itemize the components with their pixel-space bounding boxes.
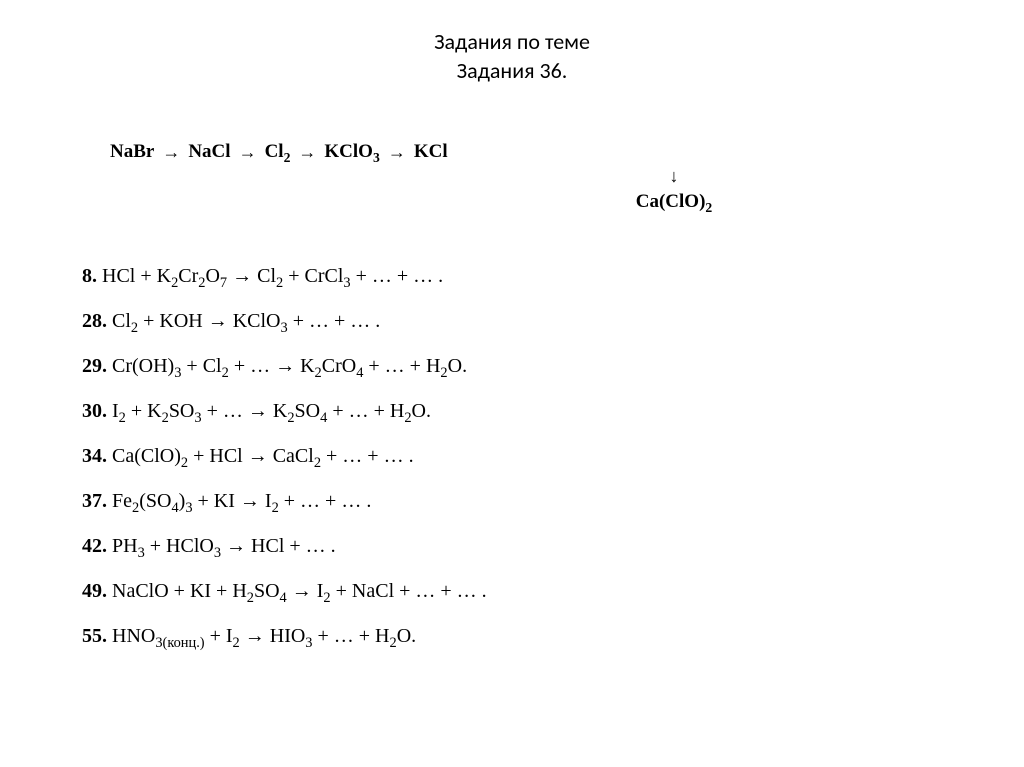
chain-branch: ↓ Ca(ClO)2	[324, 163, 1024, 213]
equation-number: 8.	[82, 265, 102, 287]
chain-term-5: KCl	[414, 141, 448, 163]
chain-term-4-sub: 3	[373, 150, 380, 165]
reaction-chain: NaBr → NaCl → Cl2 → KClO3 → KCl ↓ Ca(ClO…	[110, 141, 1024, 213]
chain-term-4-base: KClO	[324, 141, 373, 162]
title-line-2: Задания 36.	[0, 57, 1024, 86]
equation-number: 29.	[82, 355, 112, 377]
chain-branch-base: Ca(ClO)	[636, 191, 706, 212]
arrow-right-icon: →	[231, 142, 265, 163]
equation-list: 8. HCl + K2Cr2O7 → Cl2 + CrCl3 + … + … .…	[82, 265, 1024, 648]
equation-body: PH3 + HClO3 → HCl + … .	[112, 535, 336, 557]
equation-number: 42.	[82, 535, 112, 557]
page: Задания по теме Задания 36. NaBr → NaCl …	[0, 0, 1024, 767]
equation-body: HNO3(конц.) + I2 → HIO3 + … + H2O.	[112, 625, 416, 647]
chain-term-3: Cl2	[265, 141, 291, 163]
title-line-1: Задания по теме	[0, 28, 1024, 57]
chain-branch-sub: 2	[705, 200, 712, 215]
title-block: Задания по теме Задания 36.	[0, 28, 1024, 85]
equation-item: 49. NaClO + KI + H2SO4 → I2 + NaCl + … +…	[82, 580, 1024, 603]
chain-term-4: KClO3	[324, 141, 379, 163]
arrow-right-icon: →	[380, 142, 414, 163]
chain-term-3-base: Cl	[265, 141, 284, 162]
equation-number: 37.	[82, 490, 112, 512]
arrow-down-icon: ↓	[670, 167, 679, 185]
arrow-right-icon: →	[290, 142, 324, 163]
equation-body: Cl2 + KOH → KClO3 + … + … .	[112, 310, 380, 332]
equation-item: 30. I2 + K2SO3 + … → K2SO4 + … + H2O.	[82, 400, 1024, 423]
equation-body: I2 + K2SO3 + … → K2SO4 + … + H2O.	[112, 400, 431, 422]
equation-item: 55. HNO3(конц.) + I2 → HIO3 + … + H2O.	[82, 625, 1024, 648]
equation-item: 8. HCl + K2Cr2O7 → Cl2 + CrCl3 + … + … .	[82, 265, 1024, 288]
chain-term-1: NaBr	[110, 141, 154, 163]
equation-item: 42. PH3 + HClO3 → HCl + … .	[82, 535, 1024, 558]
equation-item: 29. Cr(OH)3 + Cl2 + … → K2CrO4 + … + H2O…	[82, 355, 1024, 378]
equation-item: 28. Cl2 + KOH → KClO3 + … + … .	[82, 310, 1024, 333]
equation-body: Cr(OH)3 + Cl2 + … → K2CrO4 + … + H2O.	[112, 355, 467, 377]
equation-item: 34. Ca(ClO)2 + HCl → CaCl2 + … + … .	[82, 445, 1024, 468]
equation-number: 49.	[82, 580, 112, 602]
equation-body: Ca(ClO)2 + HCl → CaCl2 + … + … .	[112, 445, 414, 467]
equation-number: 34.	[82, 445, 112, 467]
equation-body: HCl + K2Cr2O7 → Cl2 + CrCl3 + … + … .	[102, 265, 443, 287]
chain-term-3-sub: 2	[284, 150, 291, 165]
equation-number: 28.	[82, 310, 112, 332]
equation-body: NaClO + KI + H2SO4 → I2 + NaCl + … + … .	[112, 580, 487, 602]
equation-number: 55.	[82, 625, 112, 647]
chain-term-2: NaCl	[188, 141, 230, 163]
equation-number: 30.	[82, 400, 112, 422]
equation-body: Fe2(SO4)3 + KI → I2 + … + … .	[112, 490, 371, 512]
chain-branch-term: Ca(ClO)2	[636, 191, 713, 213]
chain-row: NaBr → NaCl → Cl2 → KClO3 → KCl	[110, 141, 1024, 163]
equation-item: 37. Fe2(SO4)3 + KI → I2 + … + … .	[82, 490, 1024, 513]
arrow-right-icon: →	[154, 142, 188, 163]
